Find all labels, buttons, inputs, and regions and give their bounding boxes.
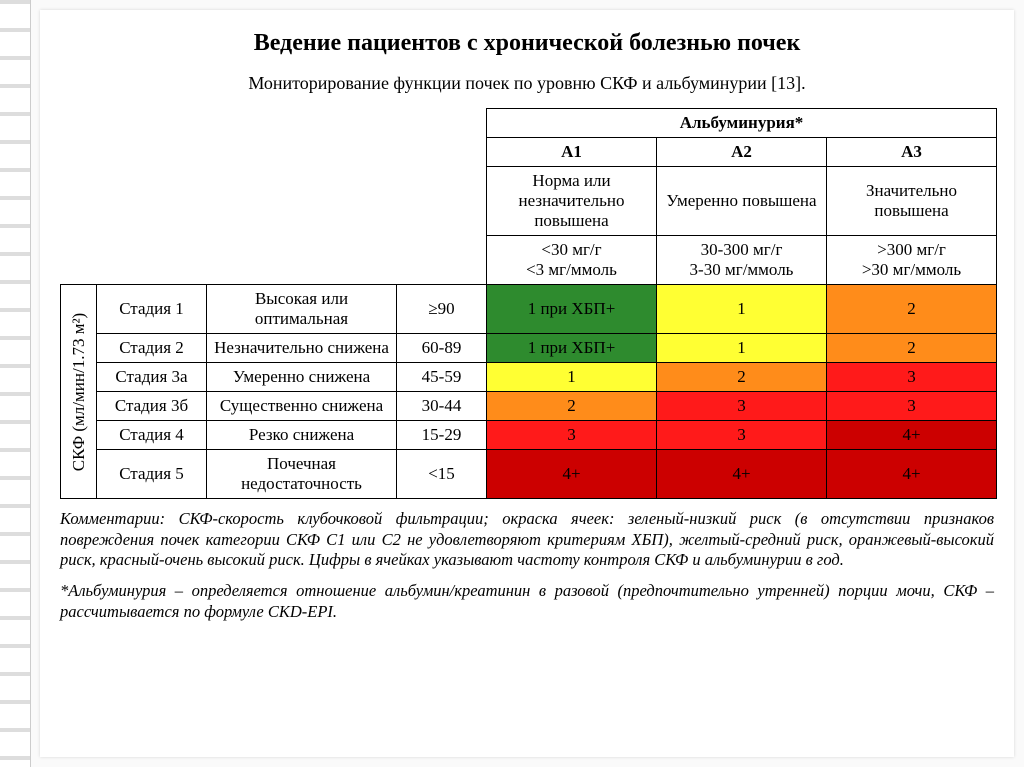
risk-cell: 3 bbox=[657, 392, 827, 421]
gfr-range: <15 bbox=[397, 450, 487, 499]
header-a2-desc: Умеренно повышена bbox=[657, 167, 827, 236]
vertical-axis-label: СКФ (мл/мин/1.73 м²) bbox=[61, 285, 97, 499]
gfr-range: 15-29 bbox=[397, 421, 487, 450]
page-title: Ведение пациентов с хронической болезнью… bbox=[60, 30, 994, 57]
header-albuminuria: Альбуминурия* bbox=[487, 109, 997, 138]
risk-table: Альбуминурия* A1 A2 A3 Норма или незначи… bbox=[60, 108, 997, 499]
stage-description: Умеренно снижена bbox=[207, 363, 397, 392]
stage-label: Стадия 2 bbox=[97, 334, 207, 363]
stage-label: Стадия 5 bbox=[97, 450, 207, 499]
header-a3: A3 bbox=[827, 138, 997, 167]
table-row: Стадия 4Резко снижена15-29334+ bbox=[61, 421, 997, 450]
risk-cell: 3 bbox=[827, 363, 997, 392]
footnote-albuminuria: *Альбуминурия – определяется отношение а… bbox=[60, 581, 994, 622]
table-row: Стадия 5Почечная недостаточность<154+4+4… bbox=[61, 450, 997, 499]
table-row: Стадия 3аУмеренно снижена45-59123 bbox=[61, 363, 997, 392]
stage-label: Стадия 1 bbox=[97, 285, 207, 334]
risk-cell: 3 bbox=[827, 392, 997, 421]
stage-description: Существенно снижена bbox=[207, 392, 397, 421]
header-a2-range: 30-300 мг/г 3-30 мг/ммоль bbox=[657, 236, 827, 285]
gfr-range: ≥90 bbox=[397, 285, 487, 334]
header-a3-range: >300 мг/г >30 мг/ммоль bbox=[827, 236, 997, 285]
risk-cell: 3 bbox=[487, 421, 657, 450]
risk-cell: 3 bbox=[657, 421, 827, 450]
risk-cell: 2 bbox=[827, 334, 997, 363]
page-subtitle: Мониторирование функции почек по уровню … bbox=[60, 73, 994, 94]
gfr-range: 45-59 bbox=[397, 363, 487, 392]
stage-description: Высокая или оптимальная bbox=[207, 285, 397, 334]
risk-cell: 1 bbox=[487, 363, 657, 392]
table-row: СКФ (мл/мин/1.73 м²)Стадия 1Высокая или … bbox=[61, 285, 997, 334]
risk-cell: 4+ bbox=[657, 450, 827, 499]
header-a2: A2 bbox=[657, 138, 827, 167]
table-row: Стадия 2Незначительно снижена60-891 при … bbox=[61, 334, 997, 363]
binder-decoration bbox=[0, 0, 31, 767]
risk-cell: 2 bbox=[827, 285, 997, 334]
risk-cell: 4+ bbox=[487, 450, 657, 499]
stage-label: Стадия 3а bbox=[97, 363, 207, 392]
risk-cell: 2 bbox=[487, 392, 657, 421]
header-a1: A1 bbox=[487, 138, 657, 167]
risk-cell: 4+ bbox=[827, 421, 997, 450]
stage-label: Стадия 4 bbox=[97, 421, 207, 450]
gfr-range: 60-89 bbox=[397, 334, 487, 363]
footnote-comments: Комментарии: СКФ-скорость клубочковой фи… bbox=[60, 509, 994, 571]
risk-cell: 1 bbox=[657, 334, 827, 363]
gfr-range: 30-44 bbox=[397, 392, 487, 421]
risk-cell: 4+ bbox=[827, 450, 997, 499]
vertical-axis-text: СКФ (мл/мин/1.73 м²) bbox=[69, 312, 89, 470]
header-a1-range: <30 мг/г <3 мг/ммоль bbox=[487, 236, 657, 285]
stage-description: Резко снижена bbox=[207, 421, 397, 450]
risk-cell: 1 bbox=[657, 285, 827, 334]
risk-cell: 1 при ХБП+ bbox=[487, 334, 657, 363]
stage-description: Незначительно снижена bbox=[207, 334, 397, 363]
stage-label: Стадия 3б bbox=[97, 392, 207, 421]
header-a1-desc: Норма или незначительно повышена bbox=[487, 167, 657, 236]
stage-description: Почечная недостаточность bbox=[207, 450, 397, 499]
risk-cell: 1 при ХБП+ bbox=[487, 285, 657, 334]
header-a3-desc: Значительно повышена bbox=[827, 167, 997, 236]
risk-cell: 2 bbox=[657, 363, 827, 392]
slide-page: Ведение пациентов с хронической болезнью… bbox=[40, 10, 1014, 757]
table-row: Стадия 3бСущественно снижена30-44233 bbox=[61, 392, 997, 421]
